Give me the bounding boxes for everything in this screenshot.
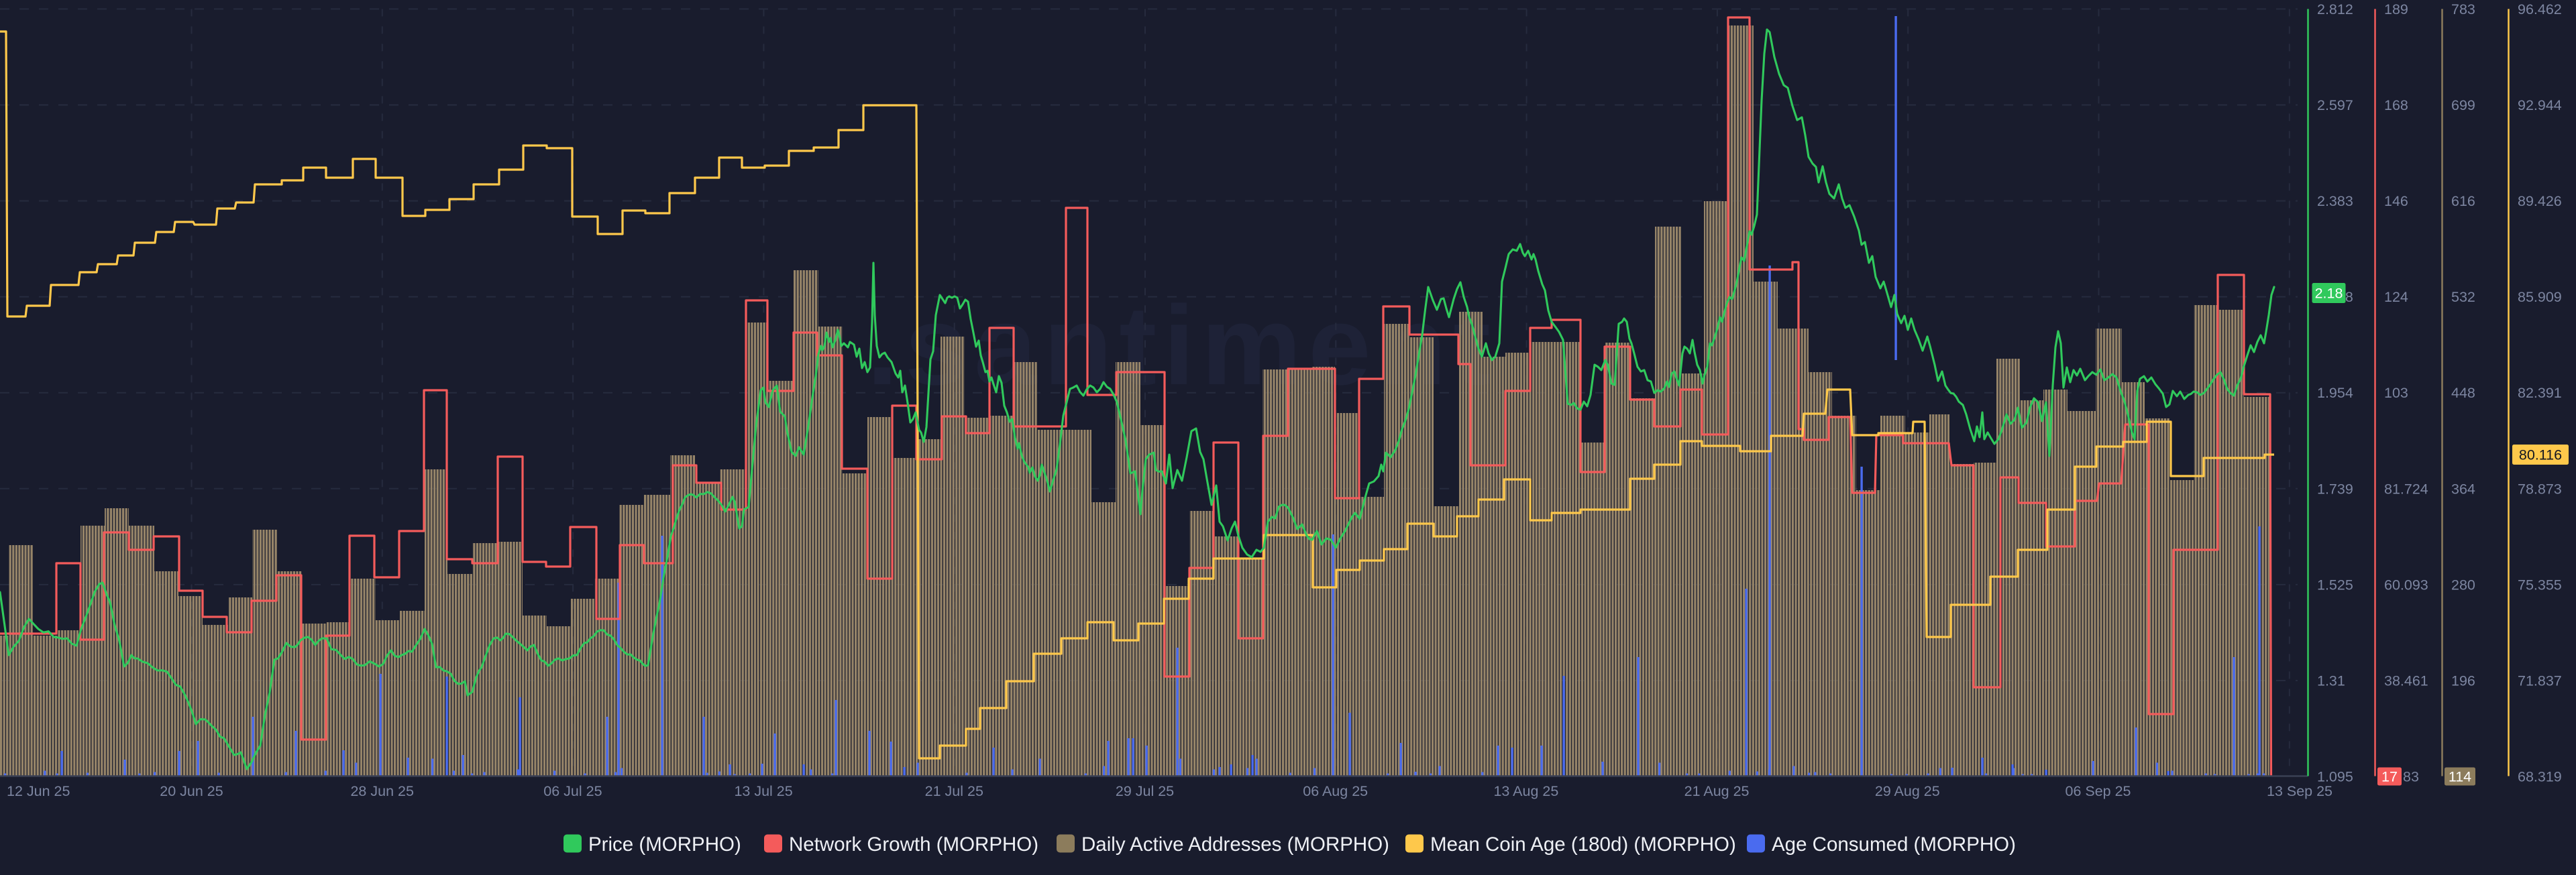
svg-text:80.116: 80.116: [2519, 447, 2562, 463]
svg-text:2.812: 2.812: [2317, 1, 2353, 17]
svg-text:1.954: 1.954: [2317, 385, 2353, 401]
svg-text:83: 83: [2403, 769, 2419, 785]
svg-text:89.426: 89.426: [2518, 193, 2562, 209]
svg-text:28 Jun 25: 28 Jun 25: [350, 783, 413, 799]
svg-text:13 Sep 25: 13 Sep 25: [2267, 783, 2332, 799]
svg-text:196: 196: [2451, 673, 2475, 689]
svg-text:2.597: 2.597: [2317, 97, 2353, 113]
svg-text:103: 103: [2384, 385, 2408, 401]
svg-text:21 Aug 25: 21 Aug 25: [1684, 783, 1750, 799]
svg-text:189: 189: [2384, 1, 2408, 17]
svg-text:78.873: 78.873: [2518, 481, 2562, 497]
svg-text:20 Jun 25: 20 Jun 25: [160, 783, 223, 799]
svg-text:68.319: 68.319: [2518, 769, 2562, 785]
svg-text:82.391: 82.391: [2518, 385, 2562, 401]
svg-text:85.909: 85.909: [2518, 289, 2562, 305]
svg-text:29 Jul 25: 29 Jul 25: [1116, 783, 1174, 799]
svg-text:124: 124: [2384, 289, 2408, 305]
svg-text:38.461: 38.461: [2384, 673, 2428, 689]
svg-text:2.18: 2.18: [2315, 286, 2343, 302]
svg-text:Price (MORPHO): Price (MORPHO): [588, 833, 741, 856]
svg-text:71.837: 71.837: [2518, 673, 2562, 689]
svg-text:364: 364: [2451, 481, 2475, 497]
svg-text:168: 168: [2384, 97, 2408, 113]
svg-text:13 Aug 25: 13 Aug 25: [1493, 783, 1558, 799]
svg-text:2.383: 2.383: [2317, 193, 2353, 209]
svg-text:29 Aug 25: 29 Aug 25: [1875, 783, 1940, 799]
svg-text:532: 532: [2451, 289, 2475, 305]
svg-text:13 Jul 25: 13 Jul 25: [734, 783, 792, 799]
svg-text:448: 448: [2451, 385, 2475, 401]
svg-text:783: 783: [2451, 1, 2475, 17]
svg-text:280: 280: [2451, 577, 2475, 593]
svg-text:Age Consumed (MORPHO): Age Consumed (MORPHO): [1772, 833, 2016, 856]
svg-text:146: 146: [2384, 193, 2408, 209]
svg-text:114: 114: [2449, 769, 2471, 785]
svg-text:75.355: 75.355: [2518, 577, 2562, 593]
svg-text:06 Sep 25: 06 Sep 25: [2065, 783, 2131, 799]
svg-text:1.739: 1.739: [2317, 481, 2353, 497]
svg-text:06 Jul 25: 06 Jul 25: [543, 783, 602, 799]
svg-text:1.095: 1.095: [2317, 769, 2353, 785]
svg-text:616: 616: [2451, 193, 2475, 209]
svg-text:Daily Active Addresses (MORPHO: Daily Active Addresses (MORPHO): [1081, 833, 1389, 856]
svg-text:12 Jun 25: 12 Jun 25: [7, 783, 70, 799]
svg-text:Network Growth (MORPHO): Network Growth (MORPHO): [789, 833, 1038, 856]
svg-text:92.944: 92.944: [2518, 97, 2562, 113]
svg-text:17: 17: [2381, 769, 2398, 785]
svg-text:06 Aug 25: 06 Aug 25: [1303, 783, 1368, 799]
svg-text:Mean Coin Age (180d) (MORPHO): Mean Coin Age (180d) (MORPHO): [1430, 833, 1736, 856]
svg-text:1.31: 1.31: [2317, 673, 2345, 689]
svg-text:699: 699: [2451, 97, 2475, 113]
svg-text:21 Jul 25: 21 Jul 25: [925, 783, 983, 799]
svg-text:81.724: 81.724: [2384, 481, 2428, 497]
svg-text:1.525: 1.525: [2317, 577, 2353, 593]
svg-text:60.093: 60.093: [2384, 577, 2428, 593]
svg-text:96.462: 96.462: [2518, 1, 2562, 17]
